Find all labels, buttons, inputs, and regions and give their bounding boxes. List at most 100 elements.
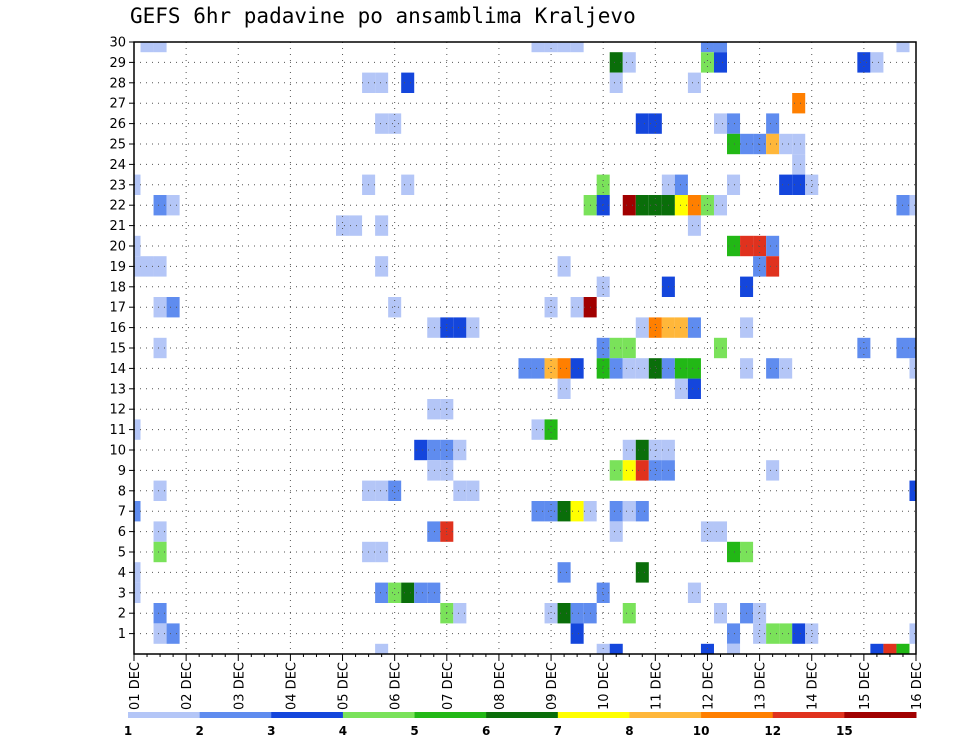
- heatmap-cell: [427, 317, 441, 338]
- heatmap-cell: [779, 174, 793, 195]
- colorbar-label: 4: [339, 724, 347, 738]
- colorbar-swatch: [844, 712, 917, 718]
- heatmap-cell: [596, 195, 610, 216]
- y-tick-label: 13: [109, 382, 126, 397]
- heatmap-cell: [570, 501, 584, 522]
- heatmap-cell: [453, 317, 467, 338]
- heatmap-cell: [375, 643, 389, 654]
- heatmap-cell: [609, 521, 623, 542]
- y-tick-label: 15: [109, 342, 126, 357]
- colorbar-swatch: [772, 712, 845, 718]
- heatmap-cell: [557, 562, 571, 583]
- heatmap-cell: [453, 480, 467, 501]
- heatmap-cell: [622, 358, 636, 379]
- heatmap-cell: [753, 623, 767, 644]
- heatmap-cell: [153, 195, 167, 216]
- y-tick-label: 5: [118, 546, 126, 561]
- colorbar-swatch: [199, 712, 272, 718]
- heatmap-cell: [388, 297, 402, 318]
- heatmap-cell: [687, 317, 701, 338]
- heatmap-cell: [153, 521, 167, 542]
- heatmap-cell: [727, 541, 741, 563]
- heatmap-cell: [609, 337, 623, 359]
- heatmap-cell: [766, 623, 780, 644]
- heatmap-cell: [622, 195, 636, 216]
- colorbar-swatch: [629, 712, 702, 718]
- y-tick-label: 22: [109, 199, 126, 214]
- heatmap-cell: [609, 460, 623, 481]
- heatmap-cell: [766, 358, 780, 379]
- heatmap-cell: [153, 541, 167, 563]
- heatmap-cell: [134, 174, 141, 195]
- heatmap-cell: [570, 358, 584, 379]
- x-tick-label: 05 DEC: [337, 662, 352, 710]
- heatmap-cell: [153, 337, 167, 359]
- heatmap-cell: [557, 378, 571, 399]
- heatmap-cell: [401, 582, 415, 603]
- heatmap-cell: [870, 52, 884, 73]
- heatmap-cell: [909, 358, 916, 379]
- heatmap-cell: [713, 195, 728, 216]
- y-tick-label: 27: [109, 97, 126, 112]
- heatmap-cell: [727, 174, 741, 195]
- heatmap-cell: [557, 256, 571, 277]
- heatmap-cell: [635, 562, 649, 583]
- heatmap-cell: [557, 603, 571, 624]
- heatmap-cell: [544, 419, 558, 440]
- grid-lines: [134, 42, 916, 654]
- colorbar-label: 10: [693, 724, 710, 738]
- heatmap-cell: [153, 623, 167, 644]
- heatmap-cell: [401, 72, 415, 93]
- y-tick-label: 30: [109, 36, 126, 51]
- heatmap-cell: [727, 643, 741, 654]
- heatmap-cell: [713, 337, 728, 359]
- heatmap-cell: [648, 460, 662, 481]
- y-tick-label: 21: [109, 219, 126, 234]
- x-tick-label: 14 DEC: [806, 662, 821, 710]
- heatmap-cell: [713, 42, 728, 53]
- heatmap-cell: [779, 358, 793, 379]
- heatmap-cell: [727, 113, 741, 134]
- heatmap-cell: [134, 501, 141, 522]
- heatmap-cell: [388, 582, 402, 603]
- x-tick-label: 04 DEC: [284, 662, 299, 710]
- heatmap-cell: [687, 215, 701, 236]
- heatmap-cell: [792, 623, 806, 644]
- y-tick-label: 7: [118, 505, 126, 520]
- heatmap-cell: [388, 113, 402, 134]
- heatmap-cell: [766, 133, 780, 155]
- heatmap-cell: [427, 399, 441, 420]
- x-tick-label: 12 DEC: [701, 662, 716, 710]
- heatmap-cell: [570, 603, 584, 624]
- heatmap-cell: [700, 42, 714, 53]
- heatmap-cell: [557, 501, 571, 522]
- y-tick-label: 9: [118, 464, 126, 479]
- heatmap-cell: [375, 256, 389, 277]
- heatmap-cell: [766, 235, 780, 257]
- heatmap-cell: [544, 297, 558, 318]
- heatmap-cell: [140, 256, 154, 277]
- heatmap-cell: [727, 133, 741, 155]
- heatmap-cell: [531, 42, 545, 53]
- heatmap-cell: [349, 215, 363, 236]
- colorbar-label: 3: [267, 724, 275, 738]
- x-tick-label: 07 DEC: [441, 662, 456, 710]
- heatmap-cell: [531, 358, 545, 379]
- heatmap-cell: [557, 358, 571, 379]
- heatmap-cell: [635, 460, 649, 481]
- heatmap-cell: [687, 72, 701, 93]
- heatmap-cell: [687, 358, 701, 379]
- heatmap-cell: [466, 317, 480, 338]
- heatmap-cell: [401, 174, 415, 195]
- heatmap-cell: [713, 521, 728, 542]
- colorbar-label: 1: [124, 724, 132, 738]
- heatmap-cell: [687, 582, 701, 603]
- heatmap-cell: [427, 439, 441, 461]
- heatmap-cell: [336, 215, 350, 236]
- heatmap-cell: [427, 521, 441, 542]
- y-tick-label: 26: [109, 117, 126, 132]
- heatmap-cell: [727, 623, 741, 644]
- heatmap-cell: [753, 603, 767, 624]
- heatmap-cell: [779, 623, 793, 644]
- x-tick-label: 11 DEC: [649, 662, 664, 710]
